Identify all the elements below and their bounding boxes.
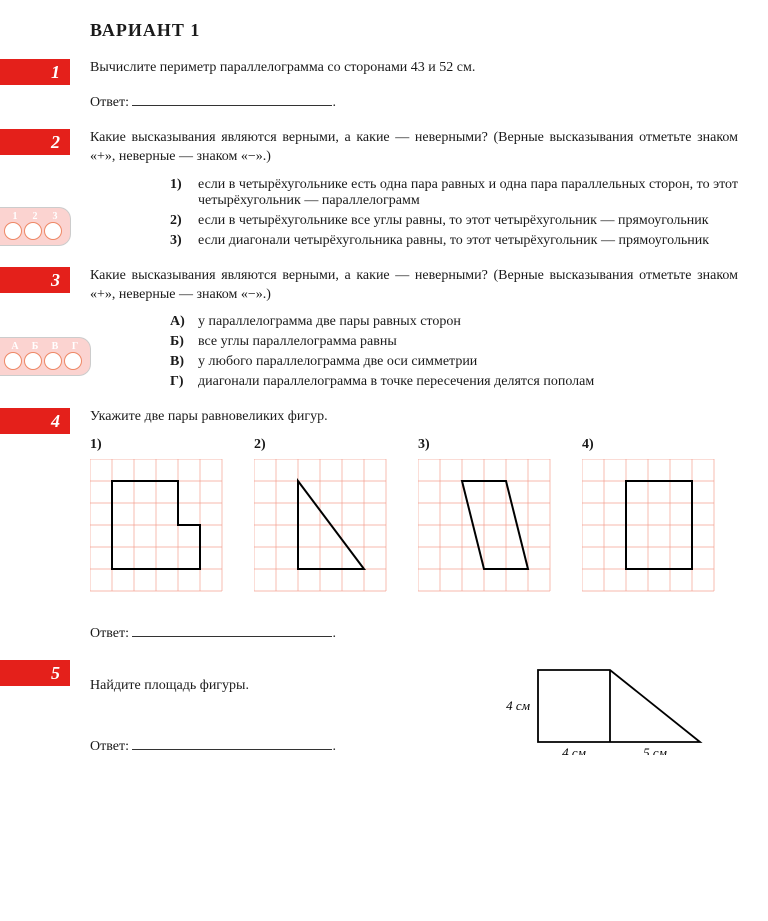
figure-label: 4) xyxy=(582,437,738,453)
statement-text: у любого параллелограмма две оси симметр… xyxy=(198,354,738,370)
task-number: 4 xyxy=(0,408,70,434)
answer-bubble[interactable] xyxy=(44,222,62,240)
answer-row: Ответ: . xyxy=(90,623,738,642)
grid-figure xyxy=(90,459,230,599)
bubble-label: А xyxy=(6,341,24,352)
answer-row: Ответ: . xyxy=(90,92,738,111)
bubble-label: 2 xyxy=(26,211,44,222)
statement-marker: В) xyxy=(170,354,198,370)
task-3: 3 Какие высказывания являются верными, а… xyxy=(0,267,738,391)
statement-text: все углы параллелограмма равны xyxy=(198,334,738,350)
statement-text: если диагонали четырёхугольника равны, т… xyxy=(198,233,738,249)
answer-bubble[interactable] xyxy=(24,352,42,370)
statement-marker: Б) xyxy=(170,334,198,350)
statement-marker: 2) xyxy=(170,213,198,229)
task-text: Какие высказывания являются верными, а к… xyxy=(90,129,738,167)
statement-text: диагонали параллелограмма в точке пересе… xyxy=(198,374,738,390)
bubble-label: 3 xyxy=(46,211,64,222)
figure-4: 4) xyxy=(582,437,738,599)
svg-text:5 см: 5 см xyxy=(643,745,667,755)
answer-label: Ответ: xyxy=(90,95,129,110)
figure-2: 2) xyxy=(254,437,410,599)
answer-label: Ответ: xyxy=(90,739,129,754)
task5-figure: 4 см 4 см 5 см xyxy=(478,660,738,755)
statement-text: если в четырёхугольнике все углы равны, … xyxy=(198,213,738,229)
task-text: Укажите две пары равновеликих фигур. xyxy=(90,408,738,427)
variant-title: ВАРИАНТ 1 xyxy=(90,20,738,41)
statement-item: А) у параллелограмма две пары равных сто… xyxy=(170,314,738,330)
grid-figure xyxy=(582,459,722,599)
statement-item: Б) все углы параллелограмма равны xyxy=(170,334,738,350)
figure-label: 3) xyxy=(418,437,574,453)
task-text: Какие высказывания являются верными, а к… xyxy=(90,267,738,305)
bubble-label: Б xyxy=(26,341,44,352)
bubble-label: 1 xyxy=(6,211,24,222)
figure-label: 2) xyxy=(254,437,410,453)
svg-text:4 см: 4 см xyxy=(506,698,530,713)
figures-row: 1) 2) 3) 4) xyxy=(90,437,738,599)
task-number: 1 xyxy=(0,59,70,85)
answer-bubbles: 1 2 3 xyxy=(0,207,71,246)
statement-marker: Г) xyxy=(170,374,198,390)
answer-blank[interactable] xyxy=(132,92,332,106)
task-text: Найдите площадь фигуры. xyxy=(90,677,478,696)
answer-blank[interactable] xyxy=(132,623,332,637)
task-1: 1 Вычислите периметр параллелограмма со … xyxy=(0,59,738,111)
svg-text:4 см: 4 см xyxy=(562,745,586,755)
answer-bubble[interactable] xyxy=(24,222,42,240)
grid-figure xyxy=(418,459,558,599)
statement-item: Г) диагонали параллелограмма в точке пер… xyxy=(170,374,738,390)
answer-blank[interactable] xyxy=(132,736,332,750)
answer-row: Ответ: . xyxy=(90,736,478,755)
task-4: 4 Укажите две пары равновеликих фигур. 1… xyxy=(0,408,738,642)
statement-marker: 1) xyxy=(170,177,198,209)
worksheet-page: ВАРИАНТ 1 1 Вычислите периметр параллело… xyxy=(0,0,768,921)
task-number: 5 xyxy=(0,660,70,686)
answer-bubbles: А Б В Г xyxy=(0,337,91,376)
task-text: Вычислите периметр параллелограмма со ст… xyxy=(90,59,738,78)
statement-text: если в четырёхугольнике есть одна пара р… xyxy=(198,177,738,209)
trapezoid-figure: 4 см 4 см 5 см xyxy=(478,660,738,755)
statement-text: у параллелограмма две пары равных сторон xyxy=(198,314,738,330)
statement-item: В) у любого параллелограмма две оси симм… xyxy=(170,354,738,370)
task-2: 2 Какие высказывания являются верными, а… xyxy=(0,129,738,249)
answer-bubble[interactable] xyxy=(64,352,82,370)
answer-label: Ответ: xyxy=(90,626,129,641)
bubble-label: Г xyxy=(66,341,84,352)
figure-1: 1) xyxy=(90,437,246,599)
bubble-label: В xyxy=(46,341,64,352)
grid-figure xyxy=(254,459,394,599)
task-number: 2 xyxy=(0,129,70,155)
statement-item: 1) если в четырёхугольнике есть одна пар… xyxy=(170,177,738,209)
statements-list: А) у параллелограмма две пары равных сто… xyxy=(90,314,738,390)
answer-bubble[interactable] xyxy=(4,352,22,370)
answer-bubble[interactable] xyxy=(4,222,22,240)
task-5: 5 Найдите площадь фигуры. Ответ: . 4 см4… xyxy=(0,660,738,755)
statement-item: 2) если в четырёхугольнике все углы равн… xyxy=(170,213,738,229)
statement-marker: 3) xyxy=(170,233,198,249)
figure-3: 3) xyxy=(418,437,574,599)
statements-list: 1) если в четырёхугольнике есть одна пар… xyxy=(90,177,738,249)
statement-item: 3) если диагонали четырёхугольника равны… xyxy=(170,233,738,249)
task-number: 3 xyxy=(0,267,70,293)
figure-label: 1) xyxy=(90,437,246,453)
answer-bubble[interactable] xyxy=(44,352,62,370)
statement-marker: А) xyxy=(170,314,198,330)
